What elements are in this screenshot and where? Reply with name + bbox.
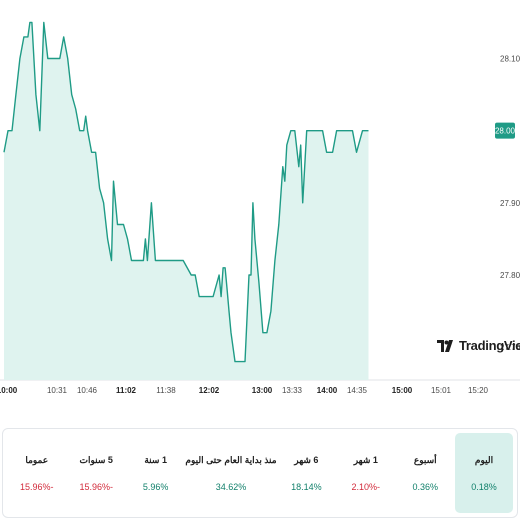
x-tick-label: 14:35 bbox=[347, 386, 368, 395]
current-price-label: 28.00 bbox=[495, 127, 516, 136]
y-tick-label: 28.10 bbox=[500, 55, 520, 64]
performance-item[interactable]: عموما 15.96%- bbox=[7, 433, 66, 513]
performance-label: أسبوع bbox=[413, 454, 437, 465]
series-area bbox=[4, 22, 369, 381]
x-tick-label: 13:33 bbox=[282, 386, 303, 395]
x-tick-label: 10:00 bbox=[0, 386, 18, 395]
performance-value: 18.14% bbox=[291, 481, 322, 492]
performance-label: اليوم bbox=[474, 454, 494, 465]
tradingview-logo-text: TradingView bbox=[459, 338, 520, 353]
performance-item[interactable]: أسبوع 0.36% bbox=[396, 433, 455, 513]
performance-value: 34.62% bbox=[215, 481, 247, 492]
performance-label: عموما bbox=[25, 454, 49, 465]
tradingview-logo-icon bbox=[437, 339, 453, 352]
price-chart[interactable]: 28.10 27.90 27.80 27.70 28.00 10:00 10:31 10:46… bbox=[0, 0, 520, 405]
x-tick-label: 12:02 bbox=[199, 386, 220, 395]
x-tick-label: 14:00 bbox=[317, 386, 338, 395]
performance-panel: اليوم 0.18% أسبوع 0.36% 1 شهر 2.10%- 6 شهر 18.1… bbox=[2, 428, 518, 518]
performance-value: 0.18% bbox=[471, 481, 497, 492]
series-line bbox=[3, 21, 369, 363]
performance-item[interactable]: 1 سنة 5.96% bbox=[126, 433, 185, 513]
performance-value: 2.10%- bbox=[351, 481, 381, 492]
x-tick-label: 13:00 bbox=[252, 386, 273, 395]
performance-item[interactable]: 6 شهر 18.14% bbox=[277, 433, 336, 513]
performance-label: منذ بداية العام حتى اليوم bbox=[185, 454, 277, 465]
tradingview-logo[interactable]: TradingView bbox=[437, 338, 520, 353]
x-tick-label: 15:00 bbox=[392, 386, 413, 395]
x-tick-label: 10:31 bbox=[47, 386, 68, 395]
x-tick-label: 15:01 bbox=[431, 386, 452, 395]
performance-label: 6 شهر bbox=[294, 454, 319, 465]
y-tick-label: 27.80 bbox=[500, 271, 520, 280]
current-price-badge bbox=[495, 122, 515, 139]
x-tick-label: 10:46 bbox=[77, 386, 98, 395]
x-tick-label: 15:20 bbox=[468, 386, 489, 395]
performance-label: 1 شهر bbox=[353, 454, 378, 465]
x-tick-label: 11:38 bbox=[156, 386, 176, 395]
performance-item[interactable]: منذ بداية العام حتى اليوم 34.62% bbox=[185, 433, 276, 513]
performance-value: 15.96%- bbox=[79, 481, 113, 492]
x-tick-label: 11:02 bbox=[116, 386, 137, 395]
chart-svg: 28.10 27.90 27.80 27.70 28.00 10:00 10:31 10:46… bbox=[0, 21, 520, 395]
performance-value: 15.96%- bbox=[19, 481, 54, 492]
performance-item[interactable]: 1 شهر 2.10%- bbox=[336, 433, 395, 513]
y-tick-label: 27.90 bbox=[500, 199, 520, 208]
performance-item[interactable]: اليوم 0.18% bbox=[455, 433, 513, 513]
y-tick-label: 27.70 bbox=[500, 343, 520, 352]
performance-value: 0.36% bbox=[412, 481, 439, 492]
performance-item[interactable]: 5 سنوات 15.96%- bbox=[66, 433, 125, 513]
performance-value: 5.96% bbox=[142, 481, 169, 492]
performance-label: 5 سنوات bbox=[79, 454, 113, 465]
performance-label: 1 سنة bbox=[144, 454, 167, 465]
